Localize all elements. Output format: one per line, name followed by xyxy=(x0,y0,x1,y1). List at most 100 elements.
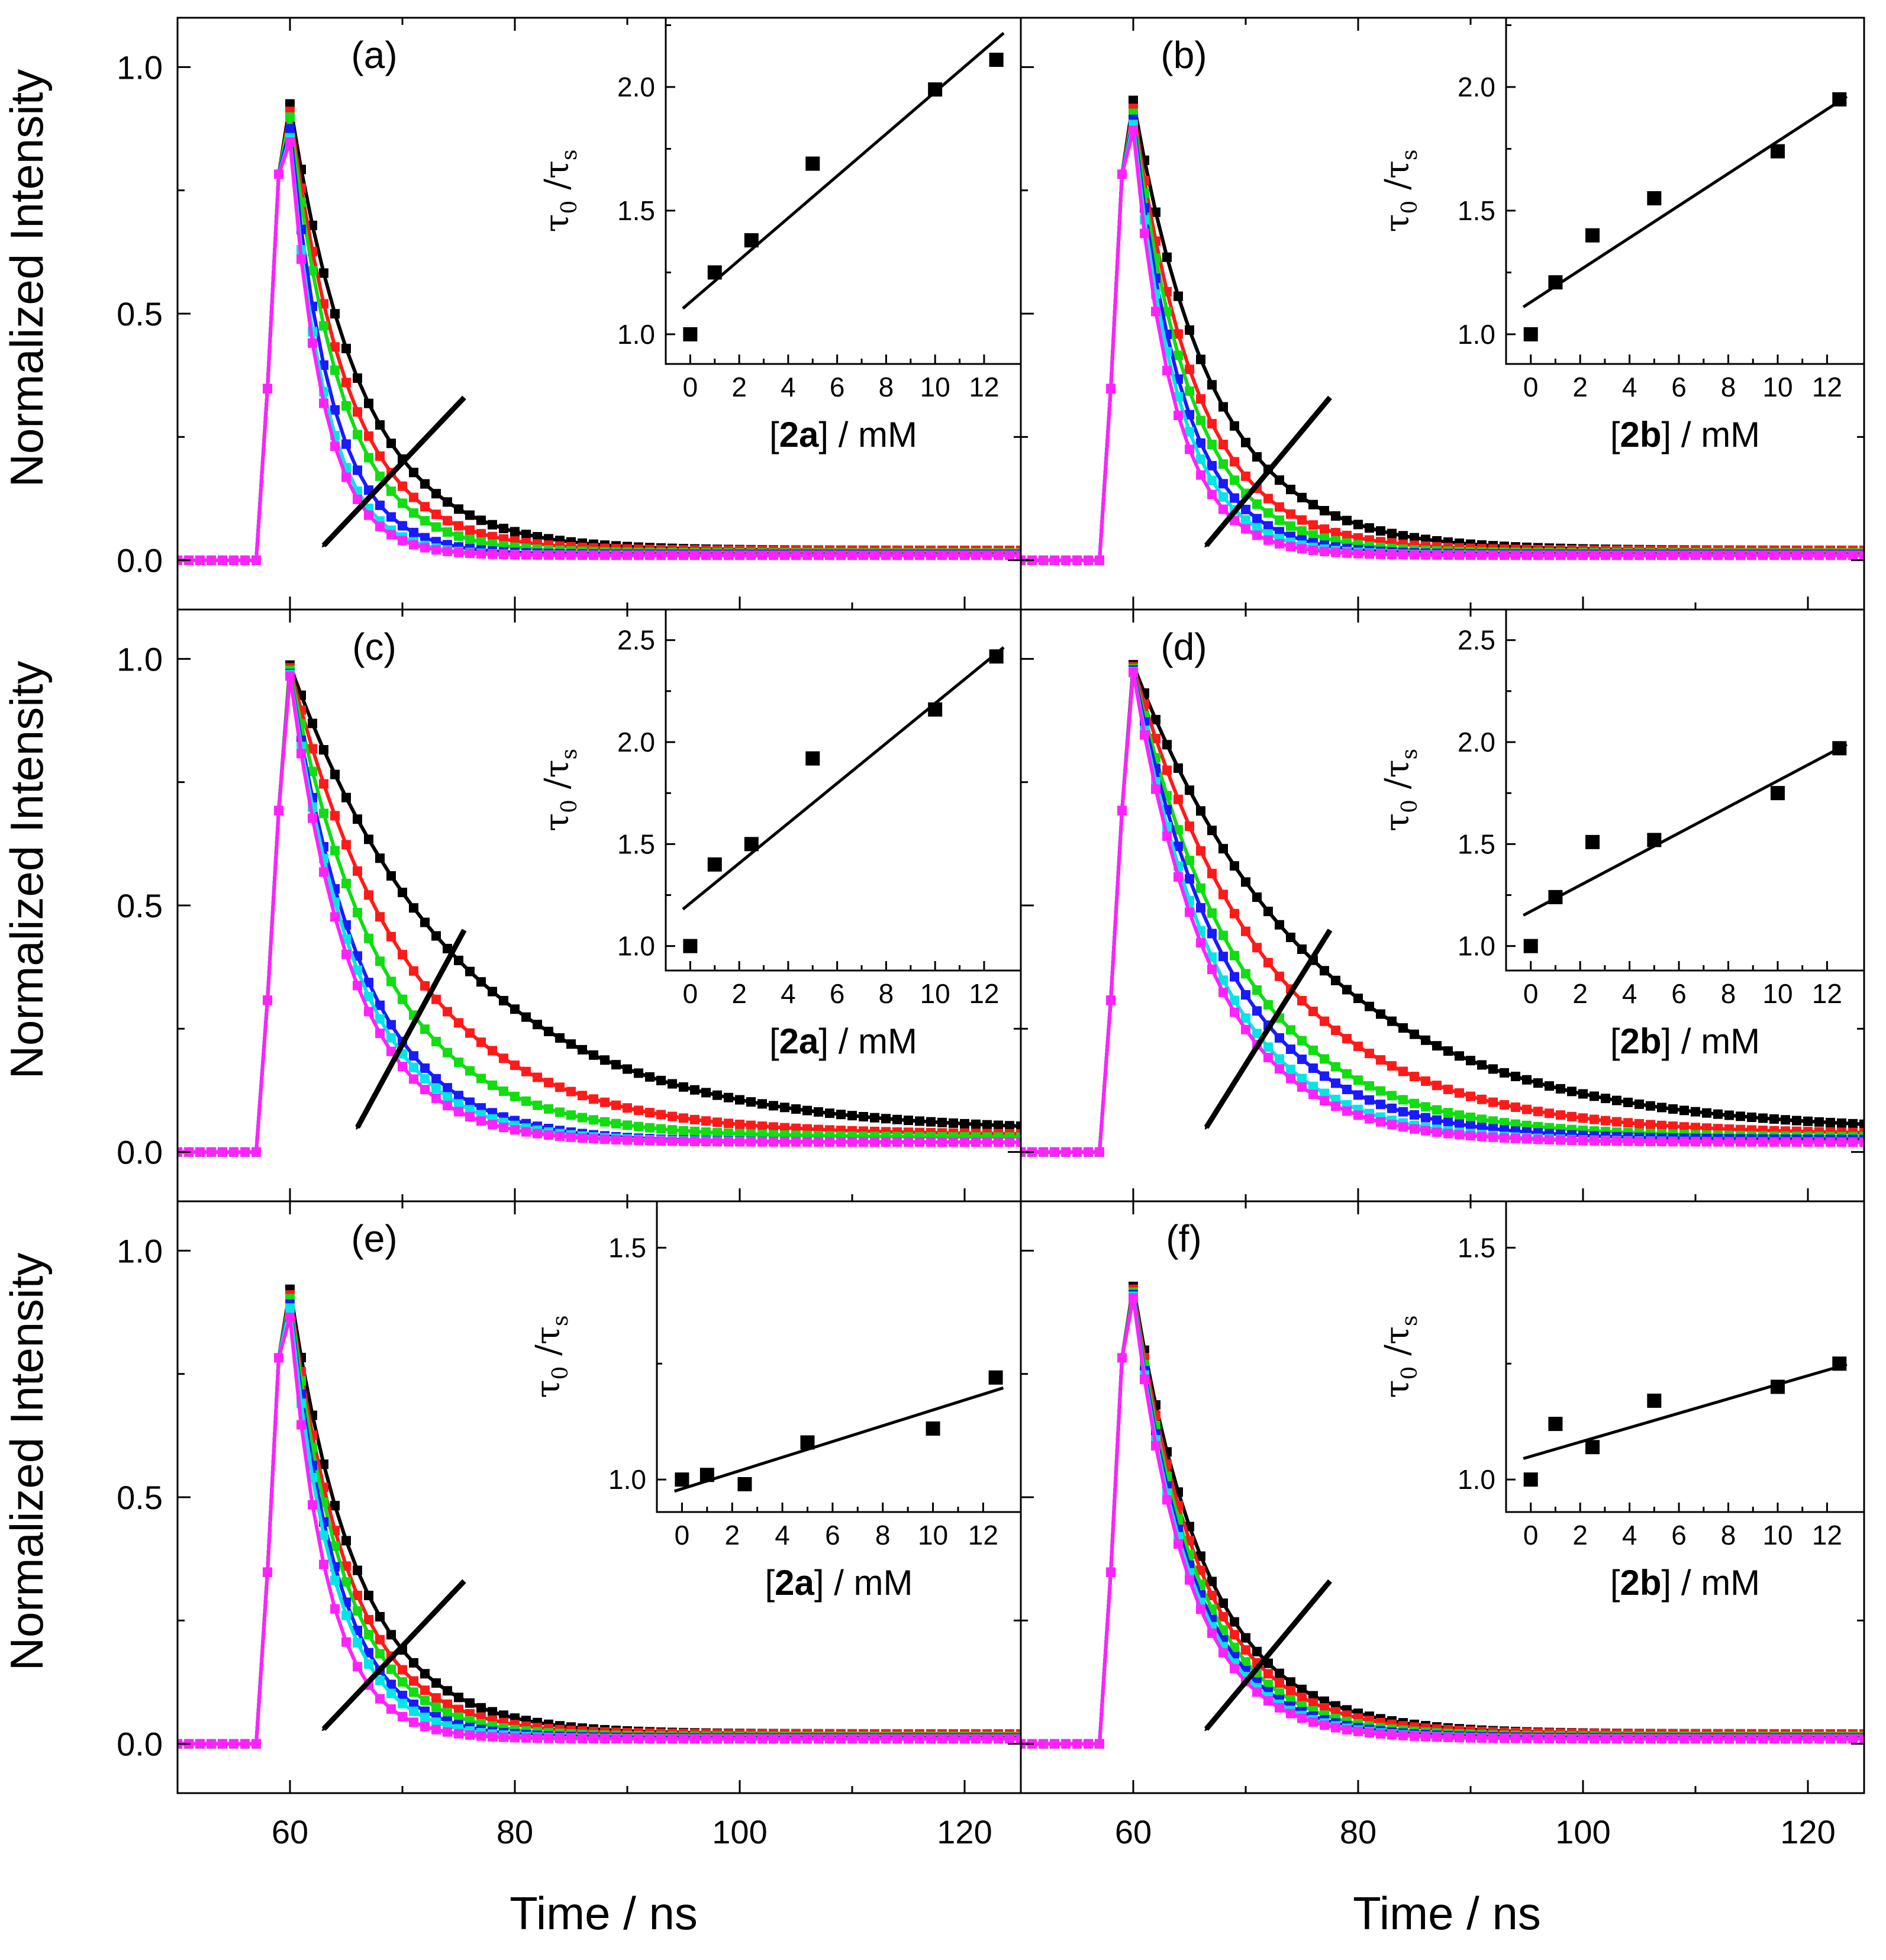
data-marker xyxy=(443,943,452,953)
data-marker xyxy=(1421,1102,1430,1112)
data-marker xyxy=(802,1734,812,1744)
data-marker xyxy=(1421,1732,1430,1742)
data-marker xyxy=(1837,550,1846,560)
data-marker xyxy=(465,548,475,558)
data-marker xyxy=(521,550,531,560)
data-marker xyxy=(1173,410,1183,420)
tau-symbol: τ xyxy=(529,1380,568,1398)
inset-x-tick-label: 4 xyxy=(775,1520,790,1550)
panel-label: (d) xyxy=(1160,626,1207,668)
data-marker xyxy=(1218,975,1228,985)
data-marker xyxy=(285,99,295,109)
data-marker xyxy=(1342,985,1352,995)
data-marker xyxy=(701,550,711,560)
data-marker xyxy=(499,1053,508,1063)
data-marker xyxy=(386,1679,396,1690)
inset-data-point xyxy=(1523,327,1538,341)
data-marker xyxy=(375,1649,385,1659)
data-marker xyxy=(881,1137,891,1147)
data-marker xyxy=(1814,550,1824,560)
data-marker xyxy=(757,1137,767,1147)
data-marker xyxy=(1623,550,1633,560)
data-marker xyxy=(1590,1091,1599,1101)
data-marker xyxy=(1634,1118,1644,1129)
inset-x-tick-label: 10 xyxy=(1762,978,1792,1009)
data-marker xyxy=(1511,550,1520,560)
data-marker xyxy=(1196,938,1205,948)
data-marker xyxy=(285,1313,295,1323)
data-marker xyxy=(1230,861,1239,871)
data-marker xyxy=(398,888,407,898)
data-marker xyxy=(431,1678,441,1688)
data-marker xyxy=(892,1734,902,1744)
data-marker xyxy=(982,1734,992,1744)
tau-symbol: τ xyxy=(1378,813,1417,831)
data-marker xyxy=(1601,1094,1610,1104)
data-marker xyxy=(600,1734,610,1744)
data-marker xyxy=(398,1677,407,1687)
data-marker xyxy=(1275,1668,1284,1678)
data-marker xyxy=(353,407,362,417)
tau-slash: / xyxy=(1378,179,1417,201)
inset-x-tick-label: 6 xyxy=(1671,1520,1687,1550)
data-marker xyxy=(465,534,475,544)
data-marker xyxy=(431,545,441,555)
data-marker xyxy=(1679,1137,1689,1147)
data-marker xyxy=(409,1074,418,1084)
data-marker xyxy=(949,1734,958,1744)
data-marker xyxy=(1859,1119,1864,1129)
inset-y-tick-label: 1.0 xyxy=(1458,319,1495,350)
data-marker xyxy=(1039,555,1048,565)
data-marker xyxy=(1320,1054,1329,1064)
data-marker xyxy=(1162,765,1172,775)
data-marker xyxy=(1196,1565,1205,1575)
inset-x-tick-label: 0 xyxy=(1523,1520,1539,1550)
data-marker xyxy=(566,1110,576,1120)
inset-x-label-bracket-close: ] xyxy=(1662,415,1672,454)
data-marker xyxy=(915,1116,924,1126)
inset-data-point xyxy=(1832,92,1847,107)
data-marker xyxy=(1455,1733,1464,1743)
data-marker xyxy=(1320,1096,1329,1106)
inset-data-point xyxy=(744,233,759,248)
inset-data-point xyxy=(744,837,759,852)
data-marker xyxy=(1342,1724,1352,1735)
data-marker xyxy=(1736,1137,1745,1147)
series-line xyxy=(178,664,1021,1154)
data-marker xyxy=(510,1125,520,1135)
data-marker xyxy=(1185,785,1194,795)
data-marker xyxy=(1241,515,1250,525)
data-marker xyxy=(319,268,328,278)
data-marker xyxy=(566,1733,576,1743)
data-marker xyxy=(1005,1734,1014,1744)
data-marker xyxy=(443,1047,452,1058)
data-marker xyxy=(611,1118,621,1129)
inset-x-tick-label: 8 xyxy=(879,978,894,1009)
data-marker xyxy=(341,343,351,353)
data-marker xyxy=(1252,530,1262,540)
data-marker xyxy=(656,1075,666,1085)
data-marker xyxy=(330,342,340,352)
series-line xyxy=(178,141,1021,562)
data-marker xyxy=(398,1698,407,1708)
data-marker xyxy=(1342,1034,1352,1044)
data-marker xyxy=(1646,1101,1655,1111)
data-marker xyxy=(431,1093,441,1103)
data-marker xyxy=(454,1058,463,1068)
data-marker xyxy=(1095,555,1104,565)
data-marker xyxy=(1230,1664,1239,1674)
data-marker xyxy=(1466,550,1475,560)
data-marker xyxy=(431,1717,441,1727)
data-marker xyxy=(465,1066,475,1076)
data-marker xyxy=(1533,1078,1543,1088)
data-marker xyxy=(690,1114,699,1124)
data-marker xyxy=(364,1648,373,1658)
data-marker xyxy=(544,1026,553,1036)
data-marker xyxy=(1477,1094,1487,1104)
trend-arrow xyxy=(1204,1579,1332,1732)
data-marker xyxy=(1792,1734,1801,1744)
inset-frame xyxy=(1505,17,1865,365)
data-marker xyxy=(476,549,486,559)
data-marker xyxy=(1050,1739,1059,1749)
data-marker xyxy=(510,527,520,537)
